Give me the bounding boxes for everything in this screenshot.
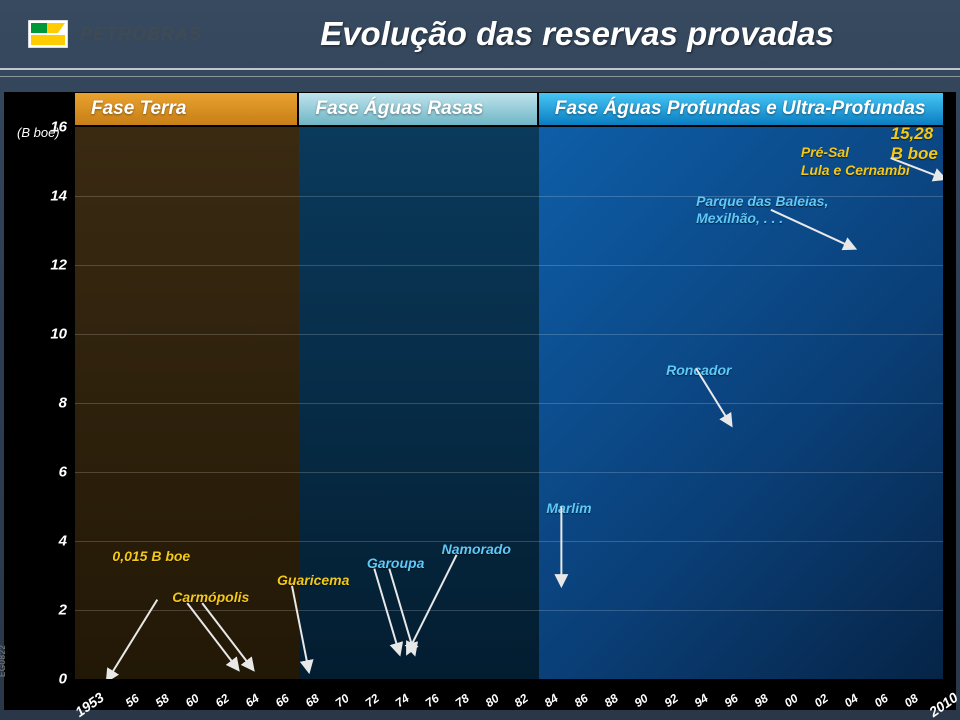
y-tick-12: 12 [50,257,67,274]
x-tick-80: 80 [482,691,501,710]
x-tick-72: 72 [363,691,382,710]
y-tick-2: 2 [59,602,67,619]
x-tick-78: 78 [452,691,471,710]
y-tick-6: 6 [59,464,67,481]
annotation-pr-sal: Pré-Sal [801,144,849,160]
annotation-guaricema: Guaricema [277,572,349,588]
annotation-carm-polis: Carmópolis [172,589,249,605]
phase-fase-guas-profundas-e-ultra-profundas: Fase Águas Profundas e Ultra-Profundas [539,93,943,125]
x-tick-68: 68 [303,691,322,710]
phase-fase-guas-rasas: Fase Águas Rasas [299,93,538,125]
annotation-garoupa: Garoupa [367,555,425,571]
x-tick-90: 90 [632,691,651,710]
y-tick-0: 0 [59,671,67,688]
x-tick-1953: 1953 [73,689,108,720]
x-tick-92: 92 [662,691,681,710]
x-tick-04: 04 [841,691,860,710]
x-tick-76: 76 [422,691,441,710]
side-code: EG0822 [0,645,7,677]
x-tick-56: 56 [123,691,142,710]
annotation-roncador: Roncador [666,362,731,378]
annotation-0-015-b-boe: 0,015 B boe [112,548,190,564]
x-axis: 1953565860626466687072747678808284868890… [75,679,943,709]
annotation-lula-e-cernambi: Lula e Cernambi [801,162,910,178]
peak-value-label: 15,28 B boe [891,127,943,164]
y-tick-10: 10 [50,326,67,343]
phase-bar: Fase TerraFase Águas RasasFase Águas Pro… [75,93,943,127]
x-tick-08: 08 [901,691,920,710]
y-tick-16: 16 [50,119,67,136]
annotation-namorado: Namorado [442,541,511,557]
annotation-parque-das-baleias-: Parque das Baleias, [696,193,828,209]
header-rule [0,68,960,70]
x-tick-06: 06 [871,691,890,710]
x-tick-88: 88 [602,691,621,710]
y-tick-4: 4 [59,533,67,550]
title-wrap: Evolução das reservas provadas [214,15,960,53]
slide: PETROBRAS Evolução das reservas provadas… [0,0,960,720]
x-tick-98: 98 [752,691,771,710]
x-tick-02: 02 [812,691,831,710]
x-tick-74: 74 [392,691,411,710]
x-tick-60: 60 [183,691,202,710]
slide-title: Evolução das reservas provadas [214,15,940,53]
petrobras-wordmark: PETROBRAS [80,24,202,45]
header: PETROBRAS Evolução das reservas provadas [0,0,960,68]
annotation-mexilh-o-: Mexilhão, . . . [696,210,783,226]
x-tick-70: 70 [333,691,352,710]
x-tick-96: 96 [722,691,741,710]
x-tick-64: 64 [243,691,262,710]
x-tick-66: 66 [273,691,292,710]
annotation-marlim: Marlim [546,500,591,516]
y-tick-8: 8 [59,395,67,412]
x-tick-2010: 2010 [926,689,960,720]
chart-frame: Fase TerraFase Águas RasasFase Águas Pro… [4,92,956,710]
phase-fase-terra: Fase Terra [75,93,299,125]
plot-area: 0,015 B boe Carmópolis Guaricema Garoupa Nam… [75,127,943,679]
x-tick-00: 00 [782,691,801,710]
x-tick-82: 82 [512,691,531,710]
x-tick-94: 94 [692,691,711,710]
x-tick-86: 86 [572,691,591,710]
header-rule-2 [0,76,960,77]
x-tick-84: 84 [542,691,561,710]
x-tick-58: 58 [153,691,172,710]
y-tick-14: 14 [50,188,67,205]
x-tick-62: 62 [213,691,232,710]
y-axis: (B boe) 0246810121416 [5,127,75,679]
petrobras-logo [28,20,68,48]
